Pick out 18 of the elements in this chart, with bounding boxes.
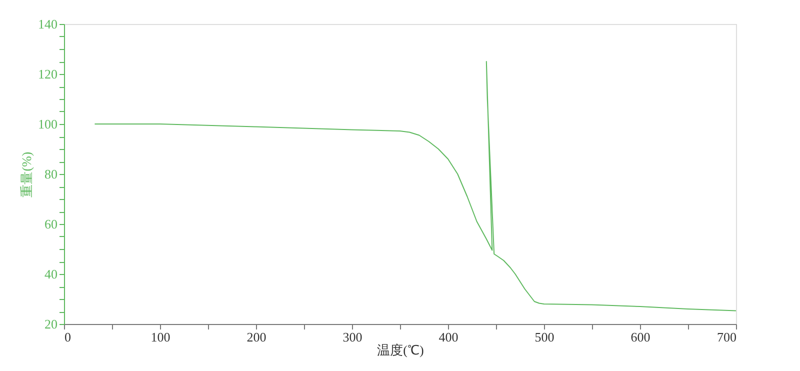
y-tick-label: 60 xyxy=(44,216,58,232)
y-tick-label: 140 xyxy=(38,16,58,32)
x-tick-label: 0 xyxy=(64,330,71,344)
y-axis-title: 重量(%) xyxy=(19,152,34,198)
x-tick-label: 100 xyxy=(150,330,170,344)
line-series xyxy=(94,61,736,312)
y-tick-label: 120 xyxy=(38,66,58,82)
y-tick-label: 100 xyxy=(38,116,58,132)
y-tick-label: 20 xyxy=(44,316,58,332)
x-tick-label: 500 xyxy=(534,330,554,344)
y-tick-label: 80 xyxy=(44,166,58,182)
x-axis-title: 温度(℃) xyxy=(377,342,424,358)
x-tick-label: 700 xyxy=(717,330,736,344)
x-tick-label: 300 xyxy=(342,330,362,344)
x-tick-label: 600 xyxy=(630,330,650,344)
x-tick-label: 400 xyxy=(438,330,458,344)
y-tick-label: 40 xyxy=(44,266,58,282)
x-tick-label: 200 xyxy=(246,330,266,344)
